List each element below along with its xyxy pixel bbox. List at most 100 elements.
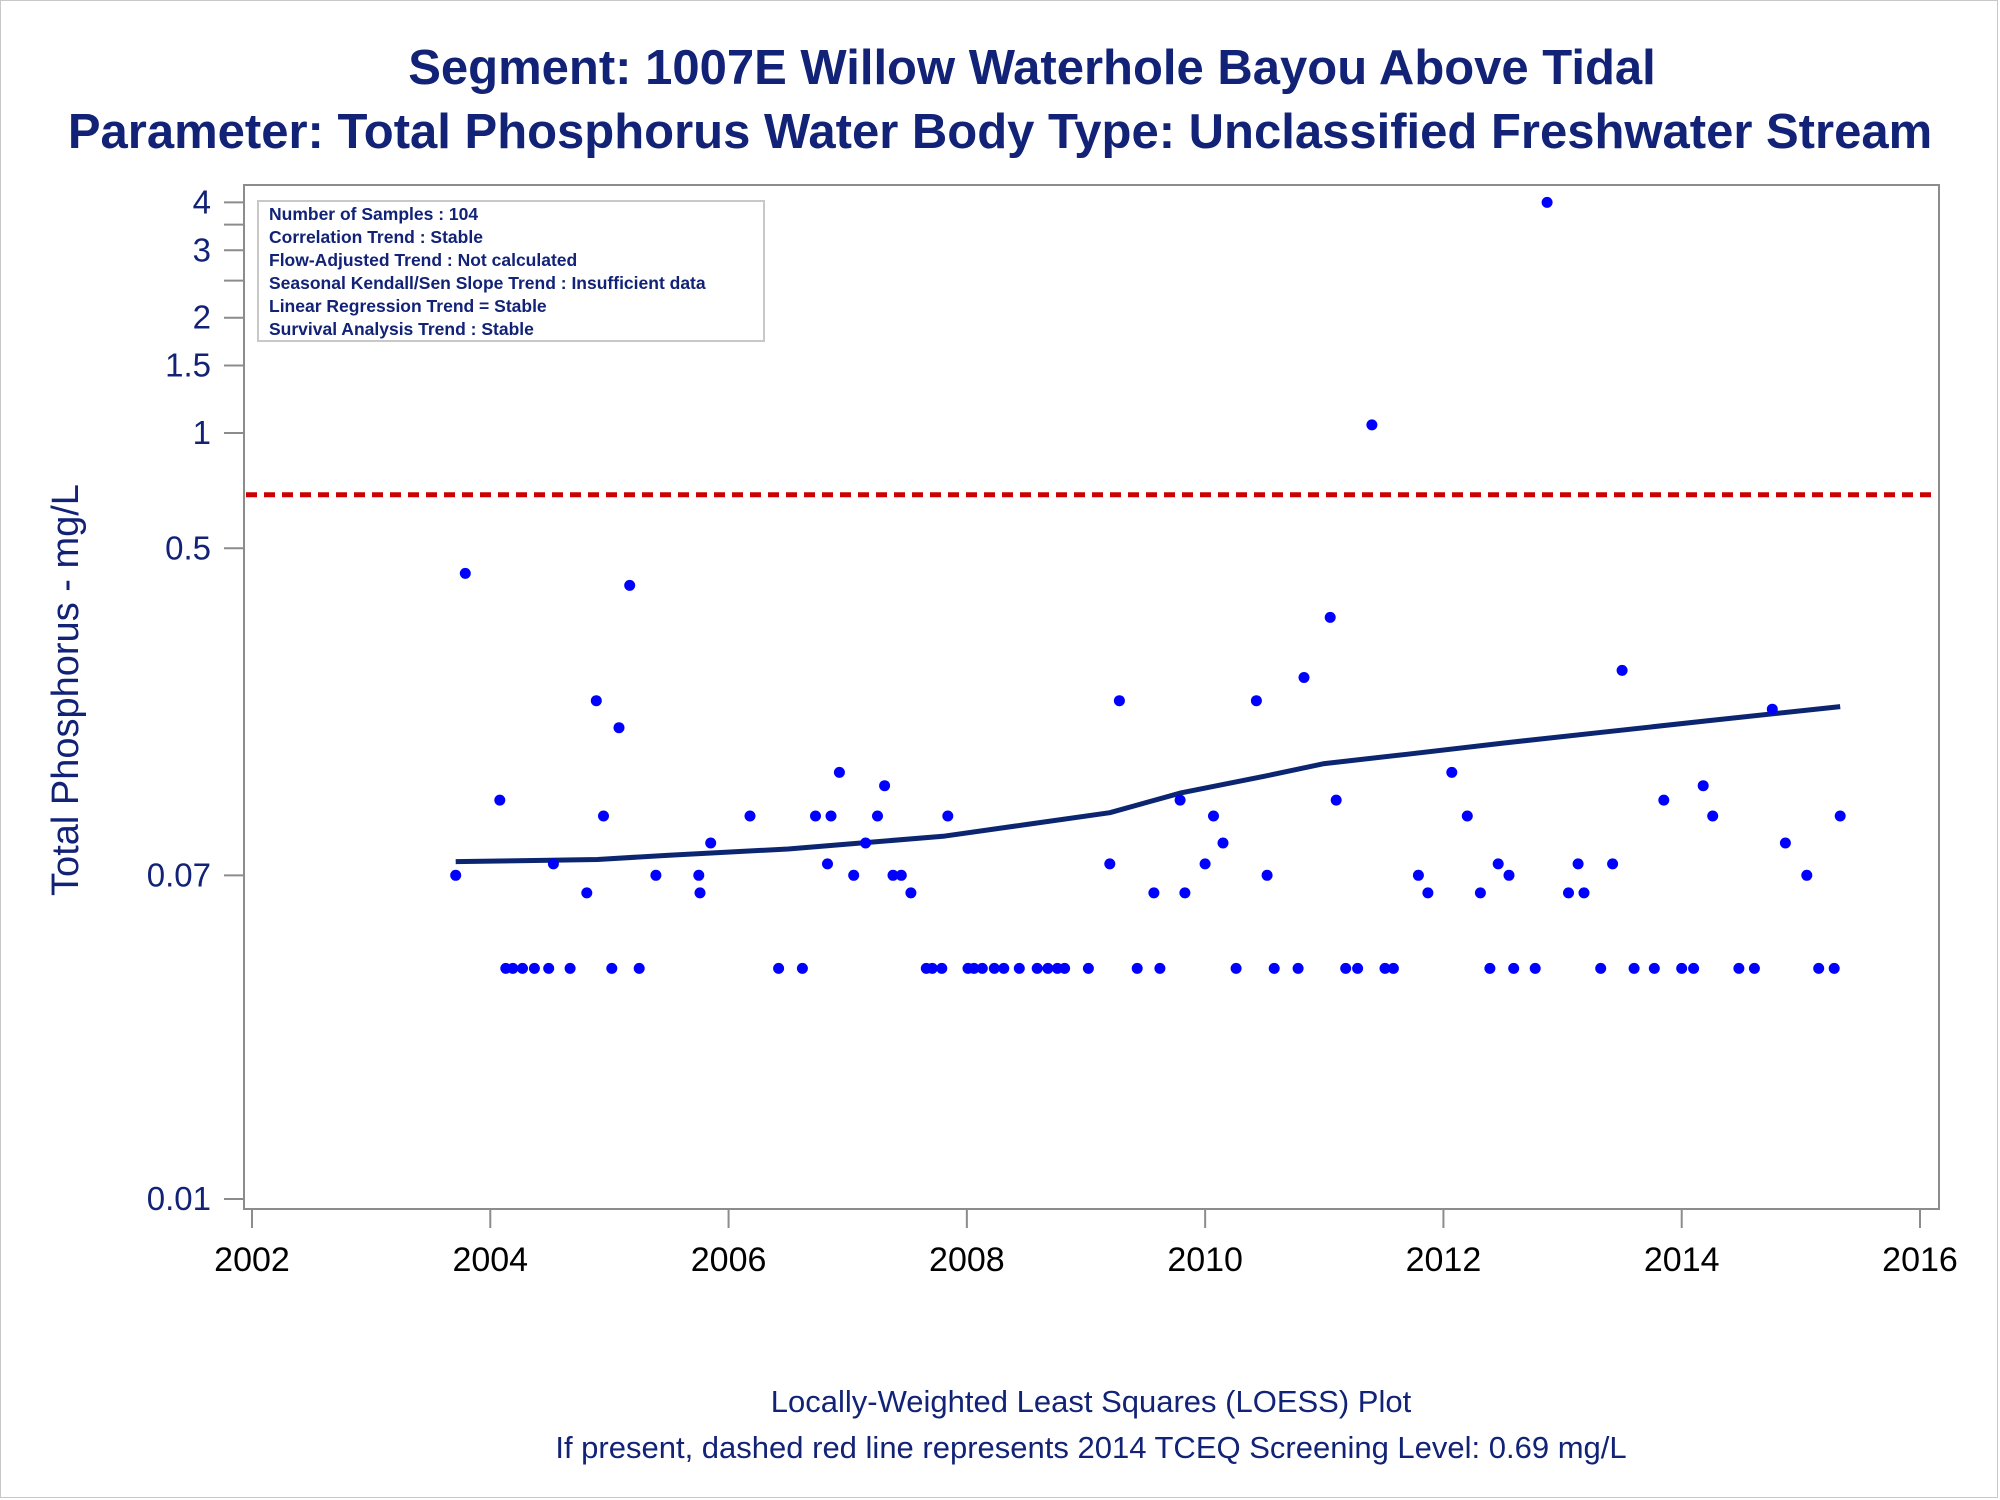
footnote-screening: If present, dashed red line represents 2…	[555, 1430, 1626, 1465]
data-point	[1261, 869, 1273, 881]
data-point	[942, 810, 954, 822]
x-tick-label: 2006	[691, 1241, 767, 1279]
data-point	[1387, 962, 1399, 974]
data-point	[650, 869, 662, 881]
data-point	[988, 962, 1000, 974]
data-point	[976, 962, 988, 974]
data-point	[1199, 858, 1211, 870]
data-point	[1208, 810, 1219, 822]
data-point	[1379, 962, 1391, 974]
data-point	[598, 810, 609, 822]
data-point	[1766, 703, 1778, 715]
chart-subtitle: Parameter: Total Phosphorus Water Body T…	[68, 105, 1932, 159]
data-point	[1607, 858, 1619, 870]
data-point	[1503, 869, 1515, 881]
stats-line: Flow-Adjusted Trend : Not calculated	[269, 250, 577, 270]
data-point	[1366, 419, 1378, 431]
y-tick-label: 1.5	[165, 347, 211, 384]
data-point	[796, 962, 808, 974]
data-point	[1131, 962, 1143, 974]
x-tick-label: 2010	[1167, 1241, 1243, 1279]
y-tick-label: 4	[193, 183, 211, 220]
data-point	[1412, 869, 1424, 881]
loess-curve	[455, 704, 1841, 865]
data-point	[1828, 962, 1840, 974]
data-point	[1059, 962, 1071, 974]
data-point	[1298, 672, 1310, 683]
data-point	[1578, 887, 1590, 899]
data-point	[1733, 962, 1745, 974]
data-point	[450, 869, 462, 881]
data-point	[590, 695, 602, 707]
data-point	[1330, 794, 1342, 806]
data-point	[1748, 962, 1760, 974]
data-point	[860, 837, 872, 849]
data-point	[1834, 810, 1846, 822]
data-point	[1492, 858, 1504, 870]
y-tick-label: 3	[193, 231, 211, 268]
data-point	[1595, 962, 1607, 974]
data-points	[450, 196, 1846, 974]
footnote-loess: Locally-Weighted Least Squares (LOESS) P…	[771, 1384, 1412, 1419]
data-point	[1801, 869, 1813, 881]
x-tick-label: 2016	[1882, 1241, 1958, 1279]
data-point	[1340, 962, 1352, 974]
data-point	[1707, 810, 1719, 822]
data-point	[936, 962, 948, 974]
y-axis: 0.01 0.07 0.5 1 1.5 2 3 4	[147, 183, 245, 1217]
data-point	[1104, 858, 1116, 870]
data-point	[822, 858, 833, 870]
data-point	[1422, 887, 1434, 899]
data-point	[528, 962, 540, 974]
data-point	[1648, 962, 1660, 974]
trend-stats-box: Number of Samples : 104 Correlation Tren…	[257, 200, 765, 342]
data-point	[1154, 962, 1166, 974]
x-tick-label: 2012	[1406, 1241, 1482, 1279]
data-point	[810, 810, 821, 822]
data-point	[494, 794, 506, 806]
y-tick-label: 1	[193, 414, 211, 451]
data-point	[705, 837, 717, 849]
data-point	[1042, 962, 1054, 974]
data-point	[564, 962, 576, 974]
stats-line: Linear Regression Trend = Stable	[269, 296, 547, 316]
x-tick-label: 2004	[452, 1241, 528, 1279]
data-point	[1572, 858, 1584, 870]
data-point	[998, 962, 1010, 974]
data-point	[1484, 962, 1496, 974]
data-point	[1352, 962, 1364, 974]
data-point	[773, 962, 785, 974]
x-tick-label: 2014	[1644, 1241, 1720, 1279]
data-point	[1563, 887, 1574, 899]
data-point	[1474, 887, 1486, 899]
y-tick-label: 0.5	[165, 529, 211, 566]
data-point	[1031, 962, 1043, 974]
data-point	[1113, 695, 1125, 707]
data-point	[543, 962, 555, 974]
data-point	[1230, 962, 1242, 974]
data-point	[905, 887, 917, 899]
data-point	[887, 869, 899, 881]
data-point	[1541, 196, 1553, 208]
y-tick-label: 0.01	[147, 1180, 211, 1217]
data-point	[507, 962, 519, 974]
data-point	[879, 780, 891, 792]
x-tick-label: 2002	[214, 1241, 290, 1279]
data-point	[517, 962, 528, 974]
data-point	[1082, 962, 1094, 974]
data-point	[693, 869, 705, 881]
x-axis: 2002 2004 2006 2008 2010 2012 2014 2016	[214, 1208, 1958, 1279]
y-axis-label: Total Phosphorus - mg/L	[45, 484, 87, 896]
data-point	[833, 766, 845, 778]
data-point	[744, 810, 756, 822]
data-point	[1508, 962, 1520, 974]
data-point	[606, 962, 618, 974]
chart-title: Segment: 1007E Willow Waterhole Bayou Ab…	[408, 41, 1656, 95]
data-point	[1529, 962, 1541, 974]
data-point	[1292, 962, 1304, 974]
data-point	[1148, 887, 1160, 899]
x-tick-label: 2008	[929, 1241, 1005, 1279]
data-point	[1616, 664, 1628, 676]
